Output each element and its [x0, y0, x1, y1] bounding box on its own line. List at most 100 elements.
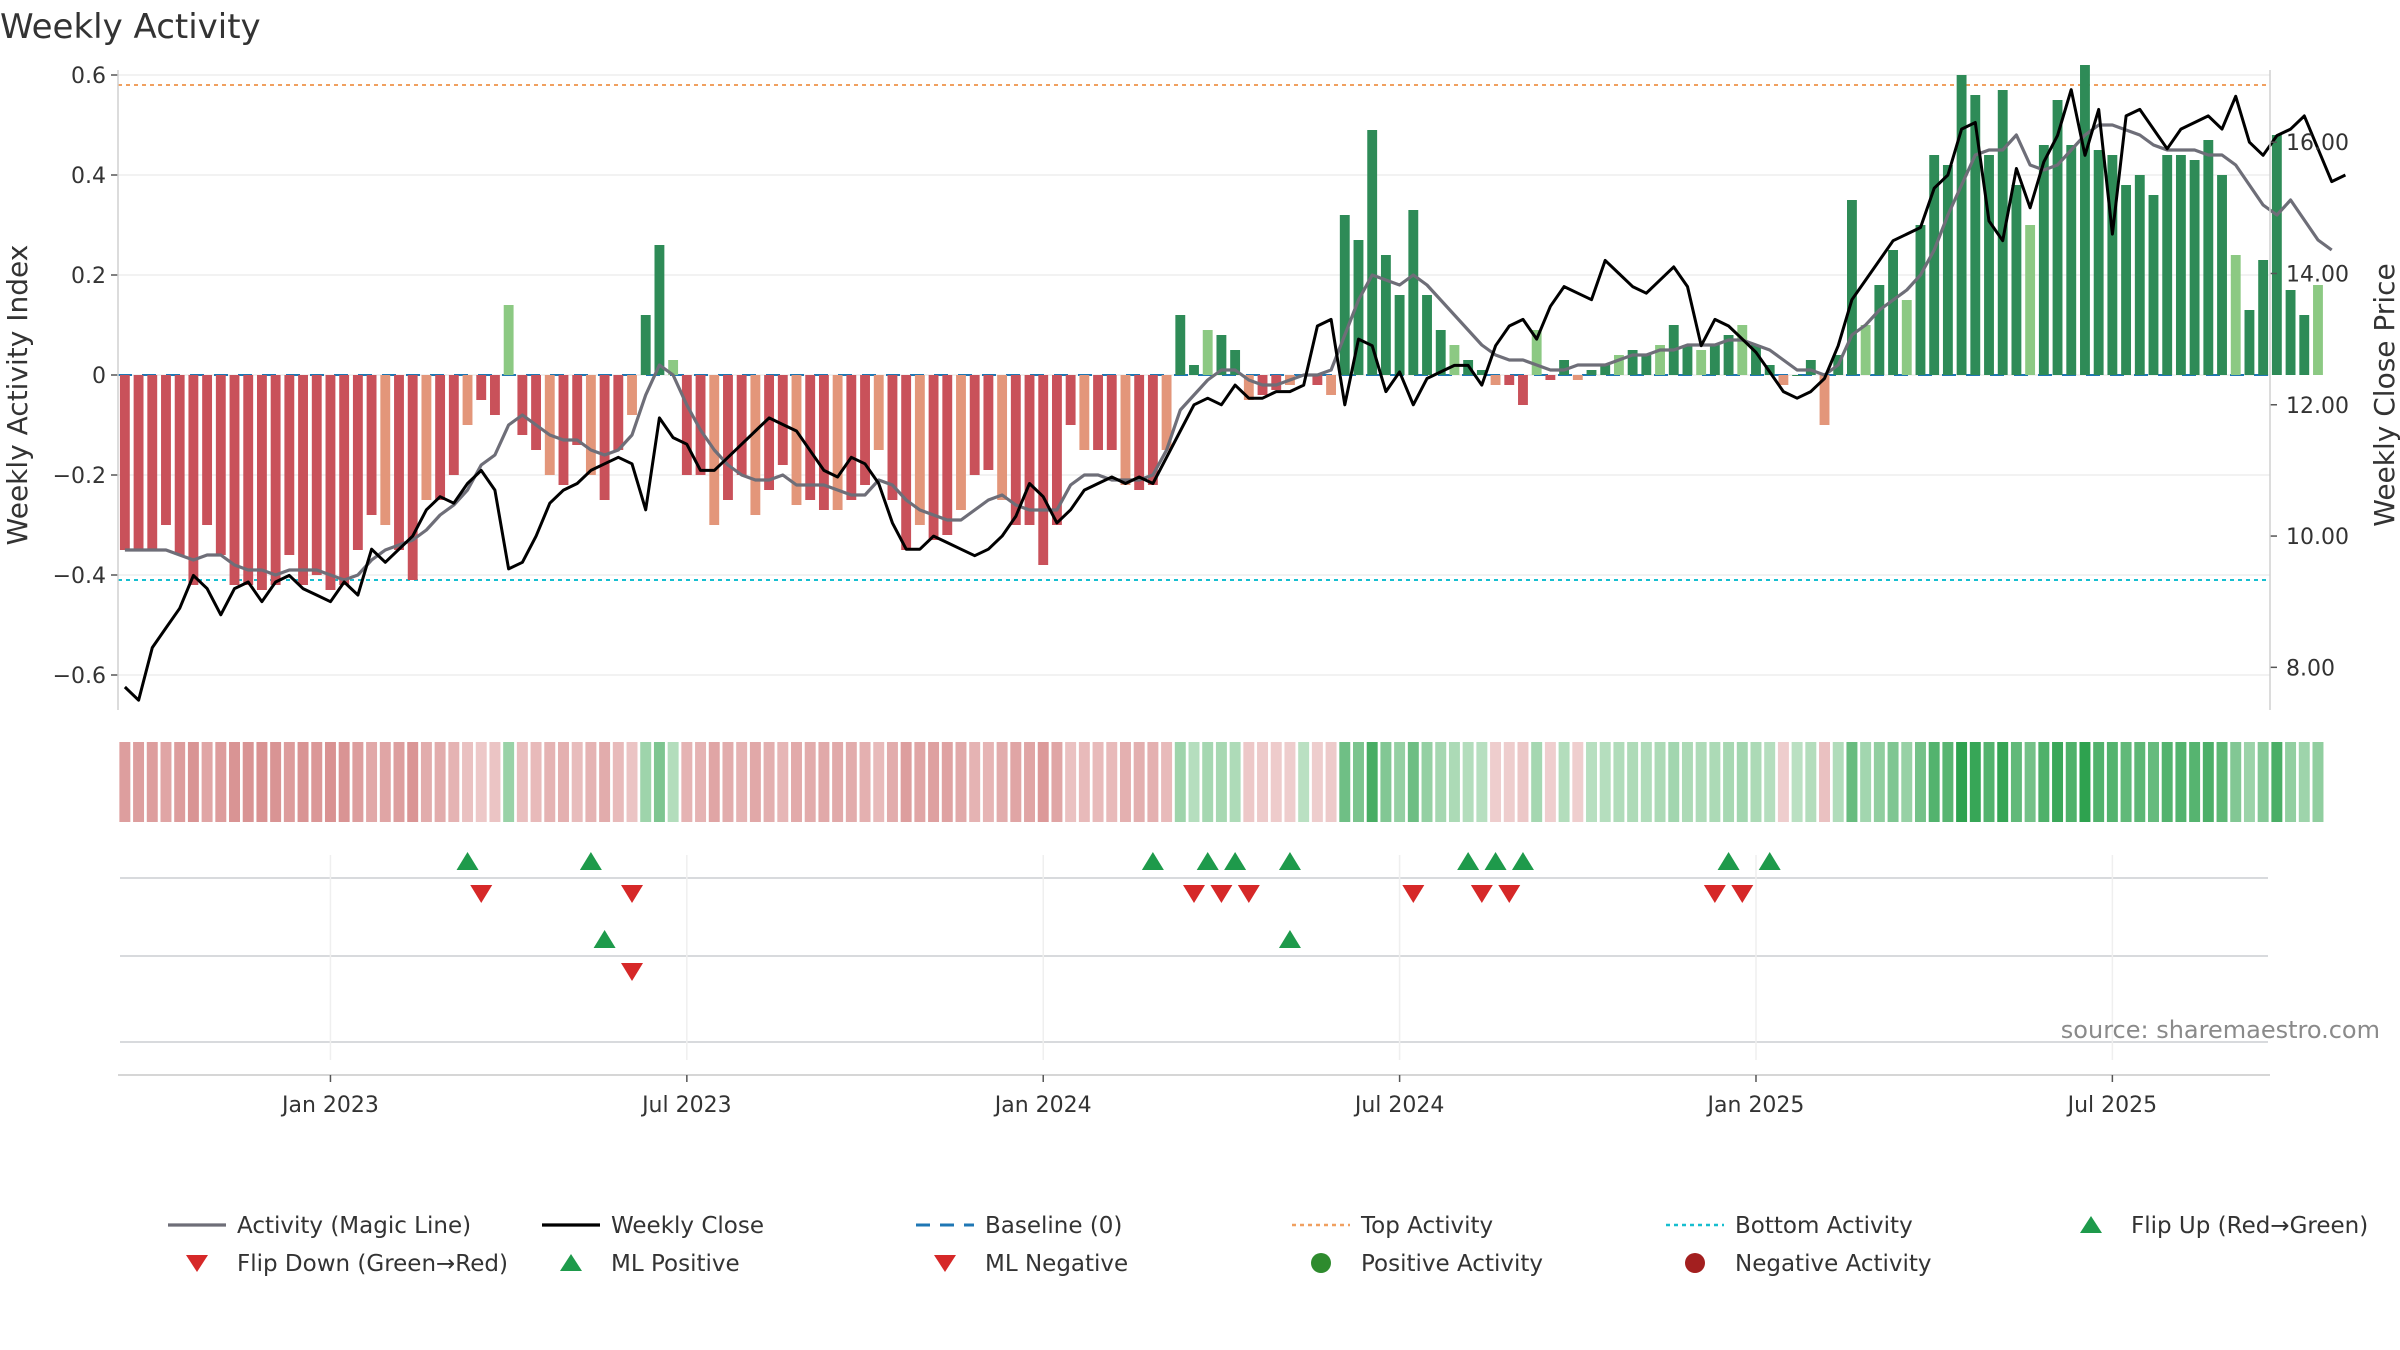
legend-label: Bottom Activity [1735, 1213, 1913, 1239]
heat-cell [1133, 742, 1145, 822]
activity-bar [2313, 285, 2323, 375]
heat-cell [982, 742, 994, 822]
activity-bar [1860, 325, 1871, 375]
activity-bar [997, 375, 1008, 500]
activity-bar [1888, 250, 1898, 375]
flip-up-marker [1511, 852, 1534, 870]
activity-bar [613, 375, 624, 450]
heat-cell [407, 742, 419, 822]
activity-bar [750, 375, 761, 515]
heat-cell [242, 742, 254, 822]
heat-cell [969, 742, 981, 822]
x-tick-label: Jul 2023 [640, 1093, 732, 1118]
activity-bar [1929, 155, 1940, 375]
flip-up-marker [1717, 852, 1740, 870]
flip-up-marker [1758, 852, 1781, 870]
activity-bar [777, 375, 788, 465]
chart-title: Weekly Activity [0, 7, 261, 47]
activity-bar [394, 375, 404, 550]
activity-bar [2107, 155, 2118, 375]
activity-bar [695, 375, 706, 475]
heat-cell [2024, 742, 2036, 822]
y-left-tick-label: −0.6 [53, 664, 106, 689]
heat-cell [1325, 742, 1337, 822]
heat-cell [818, 742, 830, 822]
heat-cell [804, 742, 816, 822]
flip-down-marker [1470, 885, 1493, 903]
y-left-tick-label: −0.2 [53, 464, 106, 489]
activity-bar [1956, 75, 1967, 375]
legend-label: ML Negative [985, 1251, 1128, 1277]
heat-cell [695, 742, 707, 822]
flip-up-marker [1224, 852, 1247, 870]
activity-bar [1847, 200, 1857, 375]
activity-bar [1010, 375, 1021, 525]
y-right-tick-label: 8.00 [2286, 656, 2335, 681]
heat-cell [1956, 742, 1968, 822]
heat-cell [1353, 742, 1364, 822]
heat-cell [1805, 742, 1817, 822]
activity-bar [599, 375, 610, 500]
heat-cell [1777, 742, 1789, 822]
activity-bar [585, 375, 596, 475]
activity-bar [421, 375, 432, 500]
activity-bar [1490, 375, 1501, 385]
weekly-close-line [123, 88, 2347, 702]
activity-bar [270, 375, 281, 585]
activity-bar [2299, 315, 2310, 375]
legend-swatch-triangle-down [186, 1255, 208, 1272]
x-axis-ticks: Jan 2023 Jul 2023 Jan 2024 Jul 2024 Jan 2025… [280, 1075, 2157, 1118]
heat-cell [1010, 742, 1022, 822]
flip-up-marker [1196, 852, 1219, 870]
x-tick-label: Jan 2025 [1706, 1093, 1805, 1118]
activity-bar [956, 375, 966, 510]
heat-cell [1558, 742, 1570, 822]
heat-cell [1503, 742, 1515, 822]
heat-cell [1024, 742, 1035, 822]
activity-bar [229, 375, 240, 585]
activity-heat-strip [119, 742, 2324, 822]
heat-cell [571, 742, 583, 822]
heat-cell [2216, 742, 2228, 822]
heat-cell [1257, 742, 1269, 822]
activity-bar [215, 375, 226, 555]
activity-bar [873, 375, 884, 450]
heat-cell [475, 742, 487, 822]
heat-cell [777, 742, 789, 822]
activity-bar [1627, 350, 1638, 375]
legend-label: Weekly Close [611, 1213, 764, 1239]
activity-bar [2271, 135, 2282, 375]
heat-cell [1709, 742, 1721, 822]
activity-bar [2121, 185, 2132, 375]
activity-bar [1326, 375, 1337, 395]
activity-bar [1970, 95, 1981, 375]
heat-cell [791, 742, 802, 822]
activity-bar [2244, 310, 2255, 375]
heat-cell [1366, 742, 1378, 822]
flip-up-marker [456, 852, 479, 870]
heat-cell [1695, 742, 1707, 822]
heat-cell [749, 742, 761, 822]
heat-cell [2189, 742, 2201, 822]
heat-cell [1942, 742, 1954, 822]
heat-cell [2230, 742, 2242, 822]
activity-bar [1175, 315, 1186, 375]
heat-cell [955, 742, 967, 822]
activity-bar [147, 375, 158, 550]
activity-bar [1435, 330, 1446, 375]
activity-bar [2162, 155, 2173, 375]
flip-down-marker [1731, 885, 1754, 903]
heat-cell [187, 742, 199, 822]
heat-cell [845, 742, 857, 822]
heat-cell [160, 742, 172, 822]
heat-cell [1654, 742, 1666, 822]
activity-bar [435, 375, 446, 500]
heat-cell [1531, 742, 1543, 822]
heat-cell [1914, 742, 1926, 822]
legend-label: Activity (Magic Line) [237, 1213, 471, 1239]
activity-bar [1805, 360, 1816, 375]
activity-bar [818, 375, 829, 510]
activity-bar [1380, 255, 1391, 375]
activity-bar [1751, 345, 1761, 375]
heat-cell [2010, 742, 2022, 822]
